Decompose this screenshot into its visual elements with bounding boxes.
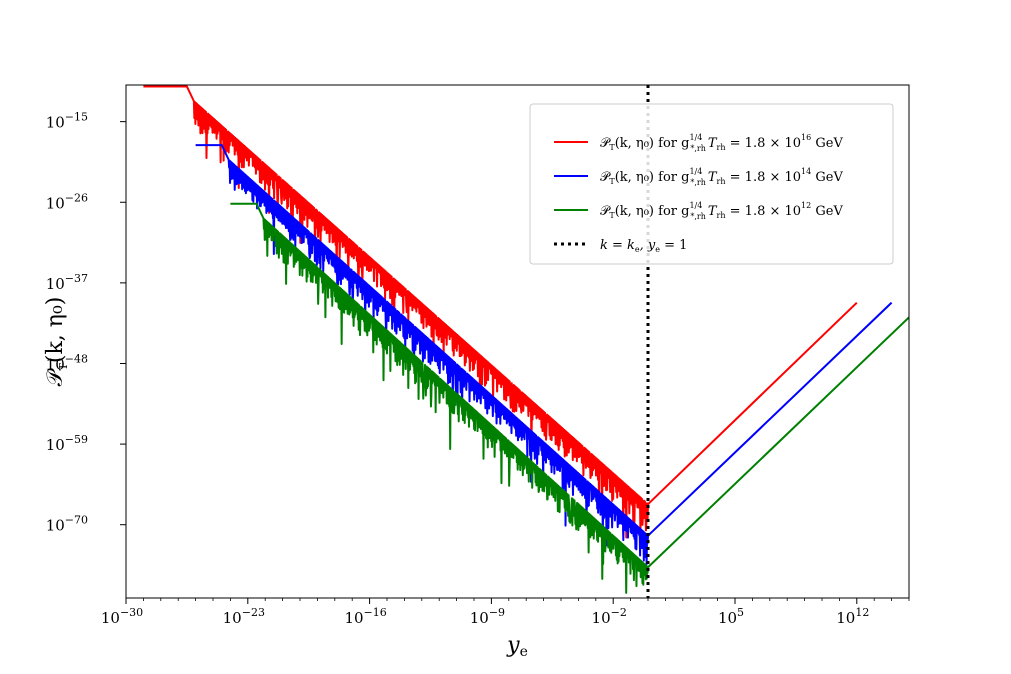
y-tick-exponent-2: −37 [65,272,88,285]
legend: 𝒫T(k, η₀) for g1/4 *,rh Trh = 1.8 × 1016 G… [529,103,894,265]
legend-value-exp: 14 [801,167,811,176]
legend-g-sup: 1/4 [689,167,702,176]
legend-unit: GeV [811,204,843,219]
legend-g-sub: *,rh [690,178,706,187]
y-axis-label-args: (k, η₀) [43,297,68,363]
legend-p: 𝒫 [600,170,611,185]
legend-p-sub: T [609,211,615,220]
y-tick-exponent-1: −26 [65,191,88,204]
y-tick-exponent-4: −59 [65,433,88,446]
x-tick-exponent-4: −2 [611,606,627,619]
y-tick-label-5: 10−70 [46,514,88,535]
legend-label-1: 𝒫T(k, η₀) for g1/4 *,rh Trh = 1.8 × 1016 G… [600,133,843,153]
y-tick-label-0: 10−15 [46,111,88,132]
legend-g-sup: 1/4 [689,201,702,210]
legend-g-sub: *,rh [690,212,706,221]
legend-p-sub: T [609,177,615,186]
y-tick-exponent-5: −70 [65,514,88,527]
y-tick-exponent-0: −15 [65,111,88,124]
legend-label-vline: k = ke, ye = 1 [600,238,687,254]
legend-t-sub: rh [717,211,726,220]
series-line-3 [230,202,909,594]
x-axis-label-sub: e [520,644,528,660]
legend-t: T [708,170,718,185]
y-tick-label-1: 10−26 [46,191,88,212]
legend-unit: GeV [811,136,843,151]
legend-t: T [708,136,718,151]
legend-p: 𝒫 [600,136,611,151]
x-tick-exponent-5: 5 [737,606,744,619]
legend-box [529,103,894,265]
legend-unit: GeV [811,170,843,185]
x-axis-label: ye [506,633,528,660]
y-tick-exponent-3: −48 [65,352,88,365]
y-axis-label-sub: T [57,362,70,370]
x-tick-exponent-3: −9 [489,606,505,619]
y-axis-label: 𝒫T(k, η₀) [43,297,70,387]
legend-g-sub: *,rh [690,144,706,153]
x-tick-label-2: 10−16 [344,606,386,627]
x-tick-exponent-6: 12 [855,606,869,619]
legend-value-exp: 16 [801,133,811,142]
x-tick-label-1: 10−23 [223,606,265,627]
legend-label-3: 𝒫T(k, η₀) for g1/4 *,rh Trh = 1.8 × 1012 G… [600,201,843,221]
legend-value-exp: 12 [801,201,811,210]
legend-vline-mid: , y [640,238,656,253]
legend-label-2: 𝒫T(k, η₀) for g1/4 *,rh Trh = 1.8 × 1014 G… [600,167,843,187]
legend-value: = 1.8 × 10 [726,136,802,151]
series-line-1 [143,85,858,539]
x-tick-label-4: 10−2 [592,606,627,627]
legend-args: (k, η₀) for g [615,136,690,151]
legend-t-sub: rh [717,143,726,152]
series-line-2 [195,144,893,566]
legend-vline-sub1: e [635,245,640,254]
x-tick-label-3: 10−9 [470,606,505,627]
legend-p-sub: T [609,143,615,152]
x-tick-label-0: 10−30 [101,606,143,627]
x-tick-exponent-2: −16 [364,606,387,619]
legend-t: T [708,204,718,219]
legend-g-sup: 1/4 [689,133,702,142]
legend-p: 𝒫 [600,204,611,219]
x-tick-label-6: 1012 [836,606,869,627]
legend-t-sub: rh [717,177,726,186]
legend-vline-sub2: e [655,245,660,254]
legend-value: = 1.8 × 10 [726,170,802,185]
legend-args: (k, η₀) for g [615,204,690,219]
y-tick-label-4: 10−59 [46,433,88,454]
y-tick-label-2: 10−37 [46,272,88,293]
legend-args: (k, η₀) for g [615,170,690,185]
legend-value: = 1.8 × 10 [726,204,802,219]
axes-frame [125,84,910,599]
x-tick-exponent-1: −23 [242,606,265,619]
x-tick-label-5: 105 [718,606,744,627]
x-tick-exponent-0: −30 [120,606,143,619]
legend-vline-end: = 1 [660,238,687,253]
